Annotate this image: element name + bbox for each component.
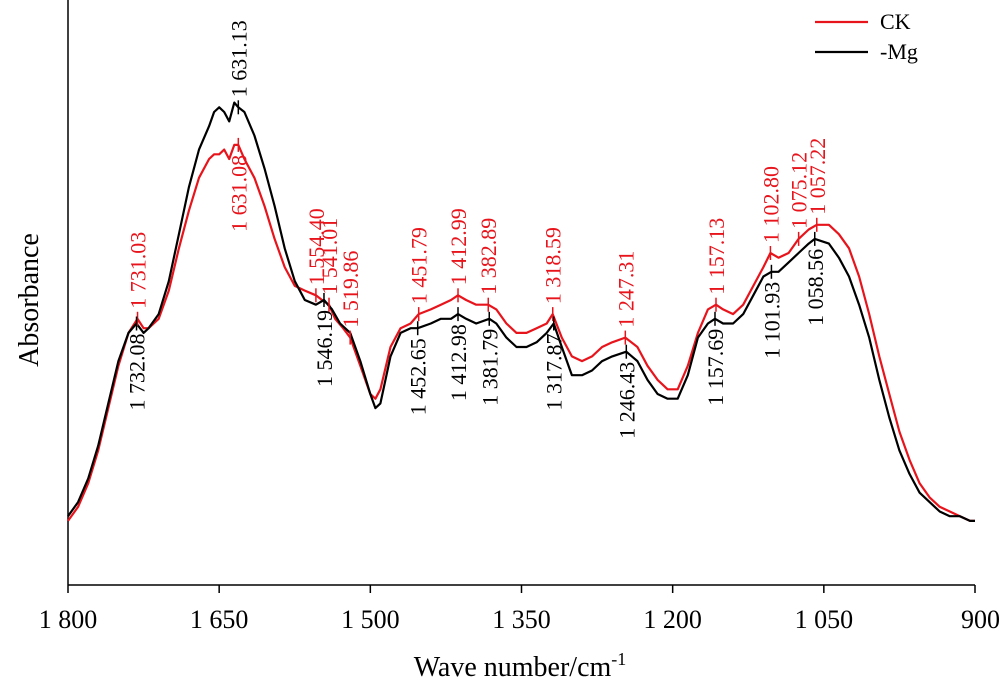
peak-label: 1 075.12 [787,152,812,229]
peak-annotation: 1 075.12 [787,152,812,246]
legend-label: -Mg [880,39,918,64]
peak-annotation: 1 412.99 [446,208,471,303]
peak-label: 1 412.98 [446,324,471,401]
peak-label: 1 102.80 [758,166,783,243]
peak-label: 1 546.19 [312,310,337,387]
peak-annotation: 1 247.31 [613,251,638,345]
peak-annotation: 1 058.56 [803,231,828,326]
x-axis-title-text: Wave number/cm [414,652,612,683]
x-tick-label: 1 500 [341,605,400,634]
peak-label: 1 058.56 [803,249,828,326]
peak-annotation: 1 101.93 [759,264,784,359]
x-axis-ticks: 1 800 1 650 1 500 1 350 1 200 1 050 900 [39,585,1000,634]
peak-annotation: 1 412.98 [446,307,471,401]
peak-annotation: 1 541.01 [317,218,342,312]
series-line-mg [67,101,975,522]
x-axis-title-superscript: -1 [611,649,626,669]
peak-label: 1 382.89 [476,218,501,295]
peak-label: 1 631.08 [226,155,251,232]
x-tick-label: 900 [961,605,1000,634]
peak-annotation: 1 546.19 [312,293,337,387]
peak-label: 1 381.79 [477,329,502,406]
peak-annotation: 1 554.40 [304,208,329,303]
peak-label: 1 412.99 [446,208,471,285]
peak-label: 1 247.31 [613,251,638,328]
peak-label: 1 246.43 [614,362,639,439]
peak-annotation: 1 317.87 [542,316,567,411]
peak-label: 1 452.65 [406,338,431,415]
legend-label: CK [880,9,911,34]
peak-annotation: 1 732.08 [125,316,150,411]
x-tick-label: 1 200 [643,605,702,634]
peak-annotation: 1 057.22 [805,138,830,232]
peak-annotation: 1 102.80 [758,166,783,260]
peak-label: 1 631.13 [226,20,251,97]
annotations-layer: 1 731.03 1 631.08 1 554.401 541.011 519.86… [125,20,830,438]
x-tick-label: 1 050 [795,605,854,634]
peak-label: 1 101.93 [759,282,784,359]
peak-label: 1 519.86 [338,251,363,328]
series-line-ck [67,143,975,522]
x-tick-label: 1 350 [492,605,551,634]
peak-annotation: 1 157.69 [703,311,728,406]
peak-annotation: 1 246.43 [614,344,639,439]
x-tick-label: 1 800 [39,605,98,634]
y-axis-title: Absorbance [14,233,45,367]
legend: CK -Mg [815,9,918,64]
peak-annotation: 1 381.79 [477,311,502,406]
peak-annotation: 1 631.08 [226,137,251,232]
peak-label: 1 318.59 [541,227,566,304]
peak-annotation: 1 382.89 [476,218,501,312]
peak-label: 1 732.08 [125,334,150,411]
peak-annotation: 1 452.65 [406,321,431,415]
peak-label: 1 451.79 [407,227,432,304]
x-tick-label: 1 650 [190,605,249,634]
peak-label: 1 157.69 [703,329,728,406]
x-axis-title: Wave number/cm-1 [414,649,627,683]
peak-label: 1 057.22 [805,138,830,215]
peak-label: 1 541.01 [317,218,342,295]
peak-annotation: 1 318.59 [541,227,566,322]
series-layer [67,101,975,522]
peak-label: 1 731.03 [126,232,151,309]
peak-annotation: 1 631.13 [226,20,251,115]
peak-annotation: 1 157.13 [704,218,729,312]
peak-label: 1 554.40 [304,208,329,285]
peak-annotation: 1 519.86 [338,251,363,345]
peak-annotation: 1 451.79 [407,227,432,322]
axes [67,0,975,586]
peak-annotation: 1 731.03 [126,232,151,326]
peak-label: 1 157.13 [704,218,729,295]
peak-label: 1 317.87 [542,334,567,411]
